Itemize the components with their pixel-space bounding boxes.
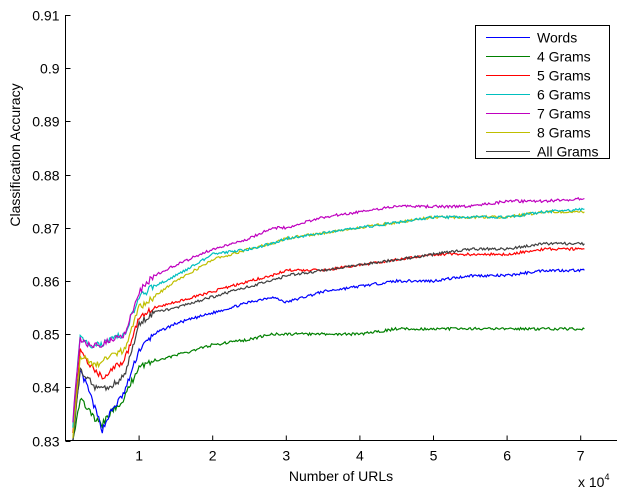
- x-axis-label: Number of URLs: [289, 468, 393, 484]
- x-tick-label: 7: [577, 448, 585, 464]
- legend-label: 5 Grams: [537, 68, 591, 84]
- legend-label: 6 Grams: [537, 87, 591, 103]
- series-line-7-grams: [72, 196, 585, 423]
- x-ticks: 1 2 3 4 5 6 7: [135, 435, 585, 464]
- y-tick-label: 0.83: [32, 434, 59, 450]
- y-ticks: 0.83 0.84 0.85 0.86 0.87 0.88 0.89 0.9 0.91: [32, 8, 71, 450]
- series-line-6-grams: [72, 207, 585, 428]
- x-tick-label: 2: [209, 448, 217, 464]
- x-multiplier-base: x 10: [578, 474, 605, 490]
- x-tick-label: 5: [430, 448, 438, 464]
- series-line-8-grams: [72, 209, 585, 439]
- x-tick-label: 6: [503, 448, 511, 464]
- series-lines: [72, 196, 585, 441]
- axes: [65, 15, 617, 441]
- x-tick-label: 3: [282, 448, 290, 464]
- series-line-4-grams: [72, 326, 585, 441]
- y-tick-label: 0.86: [32, 274, 59, 290]
- y-tick-label: 0.88: [32, 168, 59, 184]
- legend-label: 8 Grams: [537, 125, 591, 141]
- x-tick-label: 4: [356, 448, 364, 464]
- legend-label: 7 Grams: [537, 106, 591, 122]
- legend-box: [475, 25, 610, 159]
- y-tick-label: 0.85: [32, 327, 59, 343]
- series-line-all-grams: [72, 241, 585, 441]
- y-tick-label: 0.89: [32, 114, 59, 130]
- y-tick-label: 0.91: [32, 8, 59, 24]
- x-tick-label: 1: [135, 448, 143, 464]
- y-axis-label: Classification Accuracy: [7, 83, 23, 226]
- legend-label: All Grams: [537, 144, 598, 160]
- legend: Words 4 Grams 5 Grams 6 Grams 7 Grams 8 Grams…: [475, 25, 610, 160]
- x-multiplier-exponent: 4: [604, 472, 609, 482]
- legend-label: Words: [537, 30, 577, 46]
- legend-label: 4 Grams: [537, 49, 591, 65]
- x-multiplier: x 104: [578, 472, 609, 490]
- series-line-words: [72, 268, 585, 441]
- y-tick-label: 0.87: [32, 221, 59, 237]
- y-tick-label: 0.84: [32, 380, 59, 396]
- y-tick-label: 0.9: [40, 61, 60, 77]
